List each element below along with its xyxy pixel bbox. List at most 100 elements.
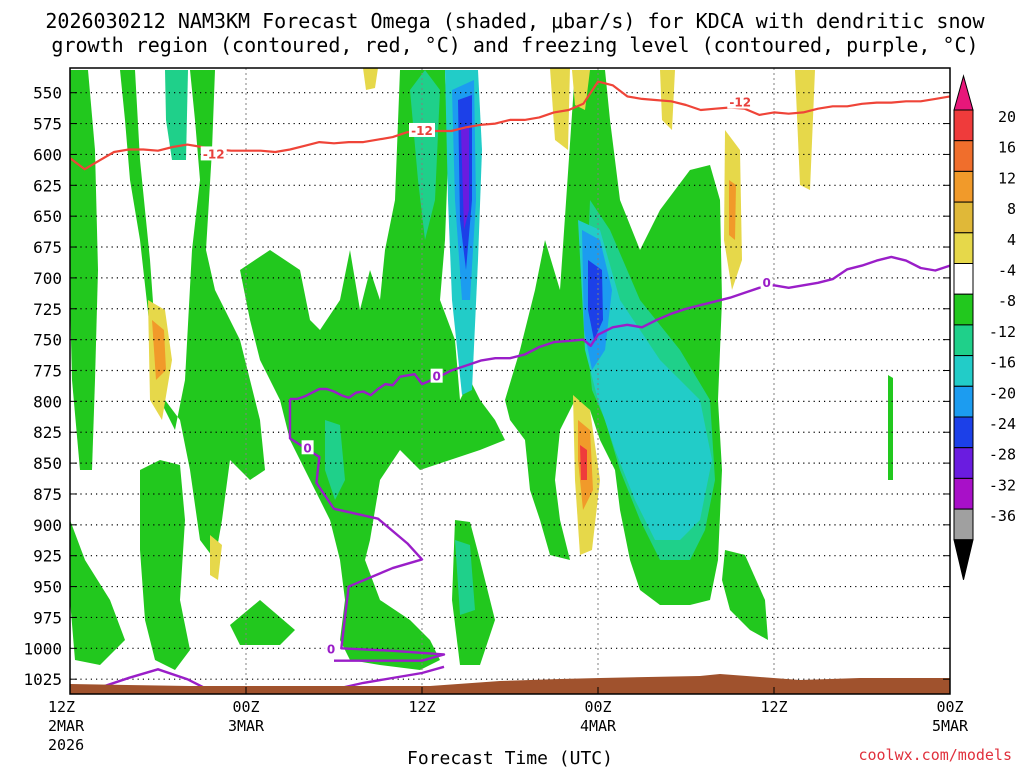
- y-tick-label: 550: [33, 84, 62, 103]
- x-tick-label: 2026: [48, 736, 84, 754]
- colorbar-label: -16: [989, 354, 1016, 372]
- y-tick-label: 675: [33, 238, 62, 257]
- y-tick-label: 575: [33, 115, 62, 134]
- contour-label-bg: [325, 641, 338, 656]
- y-tick-label: 725: [33, 300, 62, 319]
- y-tick-label: 900: [33, 516, 62, 535]
- colorbar-segment: [953, 109, 974, 142]
- dendritic-contour-label: -12: [203, 147, 225, 161]
- y-tick-label: 775: [33, 362, 62, 381]
- contour-label-bg: [301, 440, 314, 455]
- freezing-contour-label: 0: [327, 643, 335, 657]
- omega-region-indigo: [461, 128, 469, 230]
- colorbar-label: 8: [1007, 200, 1016, 218]
- contour-lines: -12 -12 -12 0 0 0 0: [70, 80, 950, 694]
- colorbar-segment: [953, 170, 974, 203]
- colorbar-segment: [953, 263, 974, 295]
- x-tick-label: 12Z: [48, 698, 75, 716]
- colorbar-label: 12: [998, 169, 1016, 187]
- contour-label-bg: [727, 94, 754, 109]
- freezing-level-contour-line: [290, 255, 950, 401]
- y-tick-label: 700: [33, 269, 62, 288]
- colorbar: 20 16 12 8 4 -4 -8 -12 -16 -20 -24 -28 -32 -36: [953, 74, 1016, 580]
- y-tick-label: 750: [33, 331, 62, 350]
- y-tick-label: 975: [33, 608, 62, 627]
- y-tick-label: 925: [33, 547, 62, 566]
- colorbar-label: -32: [989, 476, 1016, 494]
- colorbar-label: -36: [989, 507, 1016, 525]
- omega-region-orange: [152, 320, 166, 380]
- freezing-level-contour-line: [288, 398, 446, 662]
- contour-label-bg: [409, 122, 435, 137]
- colorbar-segment: [953, 416, 974, 449]
- y-tick-label: 625: [33, 176, 62, 195]
- omega-region-teal: [165, 70, 188, 160]
- omega-region-green: [120, 70, 265, 560]
- omega-region-green: [888, 375, 893, 480]
- x-tick-label: 12Z: [760, 698, 787, 716]
- omega-region-royal: [588, 260, 603, 340]
- colorbar-segment: [953, 508, 974, 541]
- colorbar-segment: [953, 385, 974, 418]
- omega-region-green: [140, 460, 190, 670]
- colorbar-label: -28: [989, 446, 1016, 464]
- x-tick-label: 00Z: [584, 698, 611, 716]
- x-tick-label: 00Z: [232, 698, 259, 716]
- omega-region-orange: [729, 180, 736, 240]
- credit-text: coolwx.com/models: [858, 746, 1012, 764]
- omega-region-green: [70, 520, 125, 665]
- ground-terrain: [70, 674, 950, 694]
- colorbar-segment: [953, 447, 974, 479]
- omega-region-cyan: [578, 220, 712, 540]
- x-tick-label: 2MAR: [48, 717, 85, 735]
- y-tick-label: 600: [33, 145, 62, 164]
- y-tick-label: 825: [33, 423, 62, 442]
- colorbar-label: -12: [989, 323, 1016, 341]
- colorbar-label: 16: [998, 139, 1016, 157]
- colorbar-label: 20: [998, 108, 1016, 126]
- y-tick-label: 650: [33, 207, 62, 226]
- y-tick-label: 875: [33, 485, 62, 504]
- y-axis: 550 575 600 625 650 675 700 725 750 775 800 825 850 8…: [23, 84, 950, 689]
- gridlines: [70, 68, 950, 694]
- freezing-level-contour-line: [84, 668, 218, 694]
- colorbar-label: 4: [1007, 231, 1016, 249]
- x-tick-label: 12Z: [408, 698, 435, 716]
- colorbar-segment: [953, 477, 974, 510]
- y-tick-label: 850: [33, 454, 62, 473]
- chart-title-line1: 2026030212 NAM3KM Forecast Omega (shaded…: [45, 9, 985, 33]
- x-tick-label: 3MAR: [228, 717, 265, 735]
- colorbar-cap-bottom: [953, 539, 974, 580]
- omega-region-red: [580, 445, 587, 480]
- x-tick-label: 00Z: [936, 698, 963, 716]
- omega-region-yellow: [363, 68, 378, 90]
- colorbar-segment: [953, 324, 974, 357]
- omega-region-yellow: [210, 535, 222, 580]
- colorbar-segment: [953, 355, 974, 387]
- y-tick-label: 800: [33, 392, 62, 411]
- colorbar-segment: [953, 293, 974, 326]
- colorbar-label: -24: [989, 415, 1016, 433]
- plot-frame: [69, 67, 951, 695]
- omega-region-teal: [455, 540, 475, 615]
- x-tick-label: 4MAR: [580, 717, 617, 735]
- contour-label-bg: [430, 368, 443, 383]
- colorbar-segment: [953, 232, 974, 265]
- contour-label-bg: [760, 274, 773, 289]
- colorbar-segment: [953, 201, 974, 234]
- omega-region-yellow: [795, 70, 815, 190]
- omega-region-teal: [325, 420, 345, 500]
- x-tick-label: 5MAR: [932, 717, 969, 735]
- x-axis-label: Forecast Time (UTC): [407, 748, 613, 768]
- dendritic-contour-label: -12: [729, 96, 751, 110]
- y-tick-label: 1000: [23, 639, 62, 658]
- omega-region-yellow: [550, 68, 570, 150]
- dendritic-contour-label: -12: [411, 124, 433, 138]
- colorbar-label: -4: [998, 262, 1016, 280]
- contour-label-bg: [200, 146, 227, 161]
- colorbar-label: -20: [989, 384, 1016, 402]
- omega-region-teal: [410, 70, 440, 240]
- colorbar-segment: [953, 140, 974, 172]
- freezing-contour-label: 0: [303, 441, 311, 455]
